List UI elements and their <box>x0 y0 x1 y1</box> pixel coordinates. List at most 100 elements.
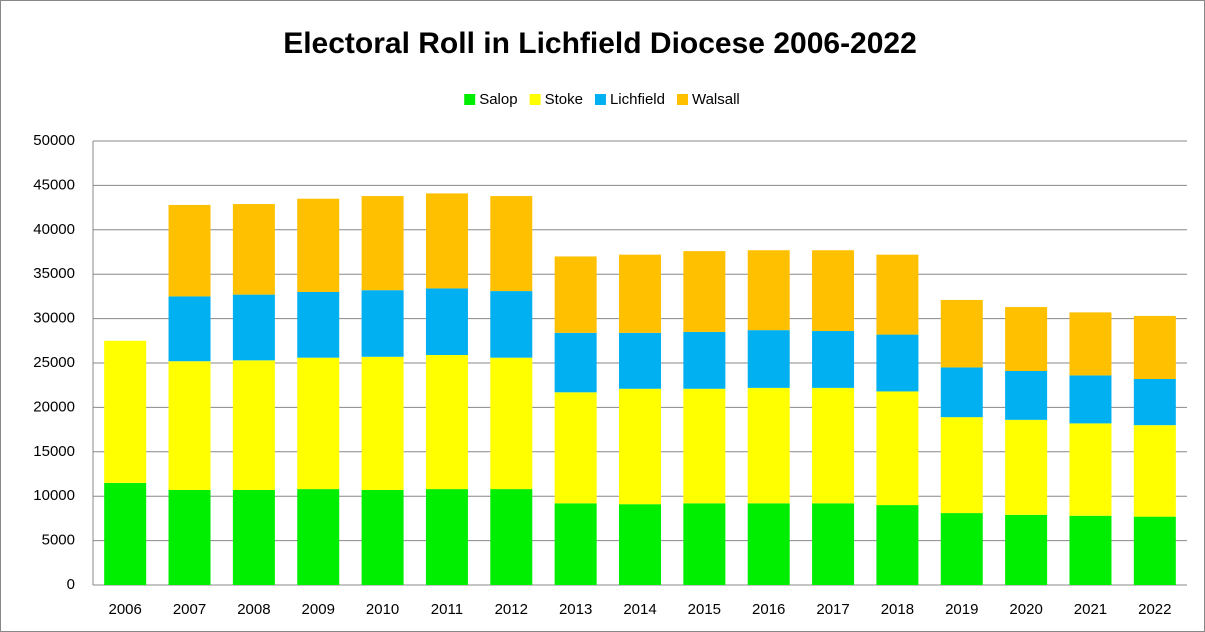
y-tick-label: 35000 <box>33 265 75 282</box>
x-tick-label: 2021 <box>1074 601 1107 618</box>
bar-segment <box>812 387 855 504</box>
bar-segment <box>812 503 855 585</box>
bar-segment <box>104 340 147 483</box>
bar-segment <box>1005 307 1048 371</box>
x-tick-label: 2011 <box>431 601 463 618</box>
y-tick-label: 45000 <box>33 176 75 193</box>
bar-segment <box>876 334 919 392</box>
x-tick-label: 2010 <box>366 601 399 618</box>
bar-segment <box>619 504 661 585</box>
bar-segment <box>554 256 597 333</box>
legend-label: Walsall <box>692 91 740 108</box>
legend-swatch <box>594 94 606 105</box>
bar-segment <box>812 331 855 388</box>
bar-segment <box>1005 419 1048 515</box>
x-tick-label: 2009 <box>302 601 335 618</box>
bar-segment <box>168 489 211 585</box>
x-tick-label: 2006 <box>108 601 141 618</box>
bar-segment <box>168 204 211 297</box>
legend-label: Salop <box>479 91 517 108</box>
y-tick-label: 10000 <box>33 487 75 504</box>
bar-segment <box>104 482 147 585</box>
legend-swatch <box>676 94 688 105</box>
bar-segment <box>1069 375 1112 424</box>
bar-segment <box>297 198 340 292</box>
x-tick-label: 2015 <box>688 601 721 618</box>
x-tick-label: 2020 <box>1009 601 1042 618</box>
y-tick-label: 0 <box>67 576 75 593</box>
bar-segment <box>554 503 597 585</box>
bar-segment <box>361 196 404 291</box>
bar-segment <box>232 294 275 361</box>
bar-segment <box>1005 514 1048 585</box>
bar-segment <box>747 387 790 504</box>
bar-segment <box>1069 312 1112 376</box>
legend-swatch <box>464 94 476 105</box>
y-tick-label: 50000 <box>33 132 75 149</box>
bar-segment <box>554 392 597 504</box>
bar-segment <box>490 196 533 292</box>
bar-segment <box>1069 423 1112 516</box>
bar-segment <box>168 296 211 362</box>
y-tick-label: 15000 <box>33 443 75 460</box>
bar-segment <box>361 356 404 490</box>
bar-segment <box>876 505 919 585</box>
bar-segment <box>940 367 983 418</box>
bar-segment <box>361 290 404 357</box>
x-tick-label: 2018 <box>881 601 914 618</box>
x-tick-label: 2008 <box>237 601 270 618</box>
chart-title: Electoral Roll in Lichfield Diocese 2006… <box>283 27 917 60</box>
x-tick-label: 2007 <box>173 601 206 618</box>
legend-label: Lichfield <box>610 91 665 108</box>
bar-segment <box>619 388 661 505</box>
legend-label: Stoke <box>545 91 583 108</box>
x-tick-label: 2019 <box>945 601 978 618</box>
bar-segment <box>683 388 726 504</box>
bar-segment <box>425 355 468 490</box>
bar-segment <box>747 250 790 331</box>
x-tick-label: 2022 <box>1138 601 1171 618</box>
y-tick-label: 30000 <box>33 310 75 327</box>
bar-segment <box>683 251 726 332</box>
bar-segment <box>297 357 340 490</box>
x-tick-label: 2012 <box>495 601 528 618</box>
bar-segment <box>1133 516 1176 585</box>
bar-segment <box>812 250 855 332</box>
bar-segment <box>876 254 919 335</box>
x-tick-label: 2014 <box>623 601 656 618</box>
bar-segment <box>425 193 468 289</box>
bar-segment <box>683 503 726 585</box>
bar-segment <box>168 361 211 490</box>
legend-swatch <box>529 94 541 105</box>
bar-segment <box>490 357 533 490</box>
bar-segment <box>1005 370 1048 420</box>
bar-segment <box>425 288 468 356</box>
bar-segment <box>232 204 275 295</box>
bar-segment <box>876 391 919 506</box>
bar-segment <box>361 489 404 585</box>
bar-segment <box>619 254 661 333</box>
bar-segment <box>490 291 533 358</box>
bar-segment <box>1133 315 1176 379</box>
bar-segment <box>747 330 790 388</box>
bar-segment <box>683 331 726 389</box>
bar-segment <box>940 513 983 585</box>
y-tick-label: 40000 <box>33 221 75 238</box>
bar-segment <box>232 360 275 490</box>
x-tick-label: 2013 <box>559 601 592 618</box>
bar-segment <box>554 332 597 393</box>
bar-segment <box>940 417 983 514</box>
bar-segment <box>1133 425 1176 517</box>
bar-segment <box>490 489 533 585</box>
y-tick-label: 25000 <box>33 354 75 371</box>
x-tick-label: 2016 <box>752 601 785 618</box>
bar-segment <box>1133 378 1176 426</box>
bar-segment <box>297 291 340 358</box>
bar-segment <box>232 489 275 585</box>
bar-segment <box>1069 515 1112 585</box>
y-tick-label: 5000 <box>42 532 75 549</box>
x-tick-label: 2017 <box>816 601 849 618</box>
bar-segment <box>619 332 661 389</box>
bar-segment <box>425 489 468 585</box>
